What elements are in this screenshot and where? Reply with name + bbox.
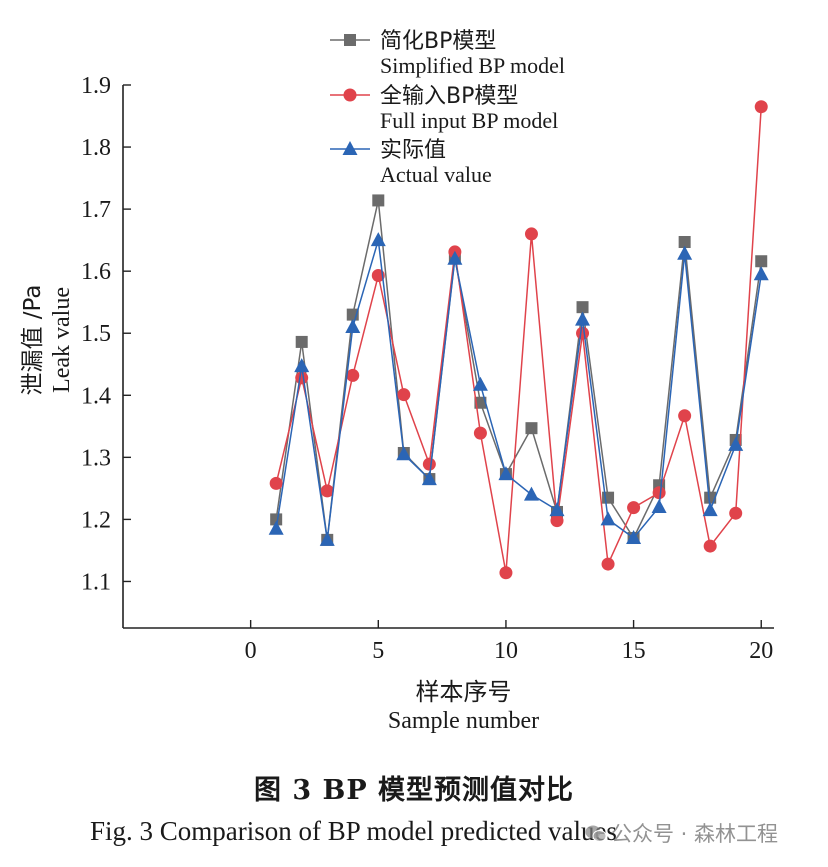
data-point [473, 426, 487, 440]
x-tick-label: 15 [622, 638, 646, 664]
watermark-text: 公众号 · 森林工程 [611, 822, 779, 846]
data-point [345, 319, 361, 334]
y-tick-label: 1.6 [81, 259, 111, 285]
y-tick-label: 1.2 [81, 507, 111, 533]
legend-label-cn: 简化BP模型 [380, 29, 496, 54]
figure-caption-cn: 图 3 BP 模型预测值对比 [253, 775, 575, 806]
data-point [499, 566, 513, 580]
data-point [474, 396, 487, 409]
data-point [576, 326, 590, 340]
series-circle [269, 100, 768, 580]
y-tick-label: 1.9 [81, 73, 111, 99]
series-square [270, 194, 768, 546]
data-point [370, 232, 386, 247]
data-point [295, 335, 308, 348]
data-point [754, 100, 768, 114]
data-point [320, 484, 334, 498]
x-tick-label: 10 [494, 638, 518, 664]
data-point [269, 476, 283, 490]
data-point [753, 266, 769, 281]
data-point [576, 301, 589, 314]
data-point [397, 388, 411, 402]
y-tick-label: 1.1 [81, 569, 111, 595]
data-point [472, 376, 488, 391]
data-point [602, 491, 615, 504]
wechat-icon [585, 825, 607, 842]
data-point [703, 539, 717, 553]
data-point [651, 498, 667, 513]
data-point [549, 502, 565, 517]
data-point [525, 422, 538, 435]
data-point [372, 194, 385, 207]
y-tick-label: 1.5 [81, 321, 111, 347]
data-point [550, 514, 564, 528]
data-point [396, 446, 412, 461]
series-line [275, 106, 762, 573]
data-point [421, 471, 437, 486]
legend-label-cn: 实际值 [380, 138, 446, 163]
data-point [447, 250, 463, 265]
legend-label-cn: 全输入BP模型 [380, 84, 518, 109]
series-line [275, 200, 762, 540]
data-point [524, 227, 538, 241]
data-point [678, 236, 691, 249]
legend-marker [344, 34, 356, 46]
x-tick-label: 5 [372, 638, 384, 664]
data-point [677, 245, 693, 260]
x-axis-label-en: Sample number [388, 708, 539, 734]
data-point [600, 511, 616, 526]
x-tick-label: 0 [245, 638, 257, 664]
data-point [270, 513, 283, 526]
series-line [275, 239, 762, 540]
y-tick-label: 1.3 [81, 445, 111, 471]
legend-label-en: Simplified BP model [380, 53, 565, 78]
legend-label-en: Actual value [380, 162, 492, 187]
series-triangle [268, 232, 769, 546]
x-tick-label: 20 [749, 638, 773, 664]
data-point [319, 531, 335, 546]
data-point [626, 530, 642, 545]
data-point [755, 255, 768, 268]
data-point [702, 502, 718, 517]
y-axis-label-cn: 泄漏值 /Pa [20, 285, 46, 396]
data-point [601, 557, 615, 571]
y-tick-label: 1.4 [81, 383, 111, 409]
data-point [627, 501, 641, 515]
data-point [728, 436, 744, 451]
data-point [678, 409, 692, 423]
legend-marker [343, 88, 357, 102]
legend-marker [342, 141, 358, 155]
data-point [498, 466, 514, 481]
data-point [729, 506, 743, 520]
data-point [268, 520, 284, 535]
y-tick-label: 1.8 [81, 135, 111, 161]
data-point [575, 311, 591, 326]
figure-caption-en: Fig. 3 Comparison of BP model predicted … [90, 816, 617, 846]
y-axis-label-en: Leak value [49, 287, 75, 393]
data-point [346, 368, 360, 382]
data-point [422, 457, 436, 471]
data-point [294, 358, 310, 373]
y-tick-label: 1.7 [81, 197, 111, 223]
data-point [295, 371, 309, 385]
legend-label-en: Full input BP model [380, 108, 558, 133]
watermark: 公众号 · 森林工程 [585, 818, 778, 848]
data-point [652, 486, 666, 500]
x-axis-label-cn: 样本序号 [416, 678, 512, 706]
data-point [523, 486, 539, 501]
